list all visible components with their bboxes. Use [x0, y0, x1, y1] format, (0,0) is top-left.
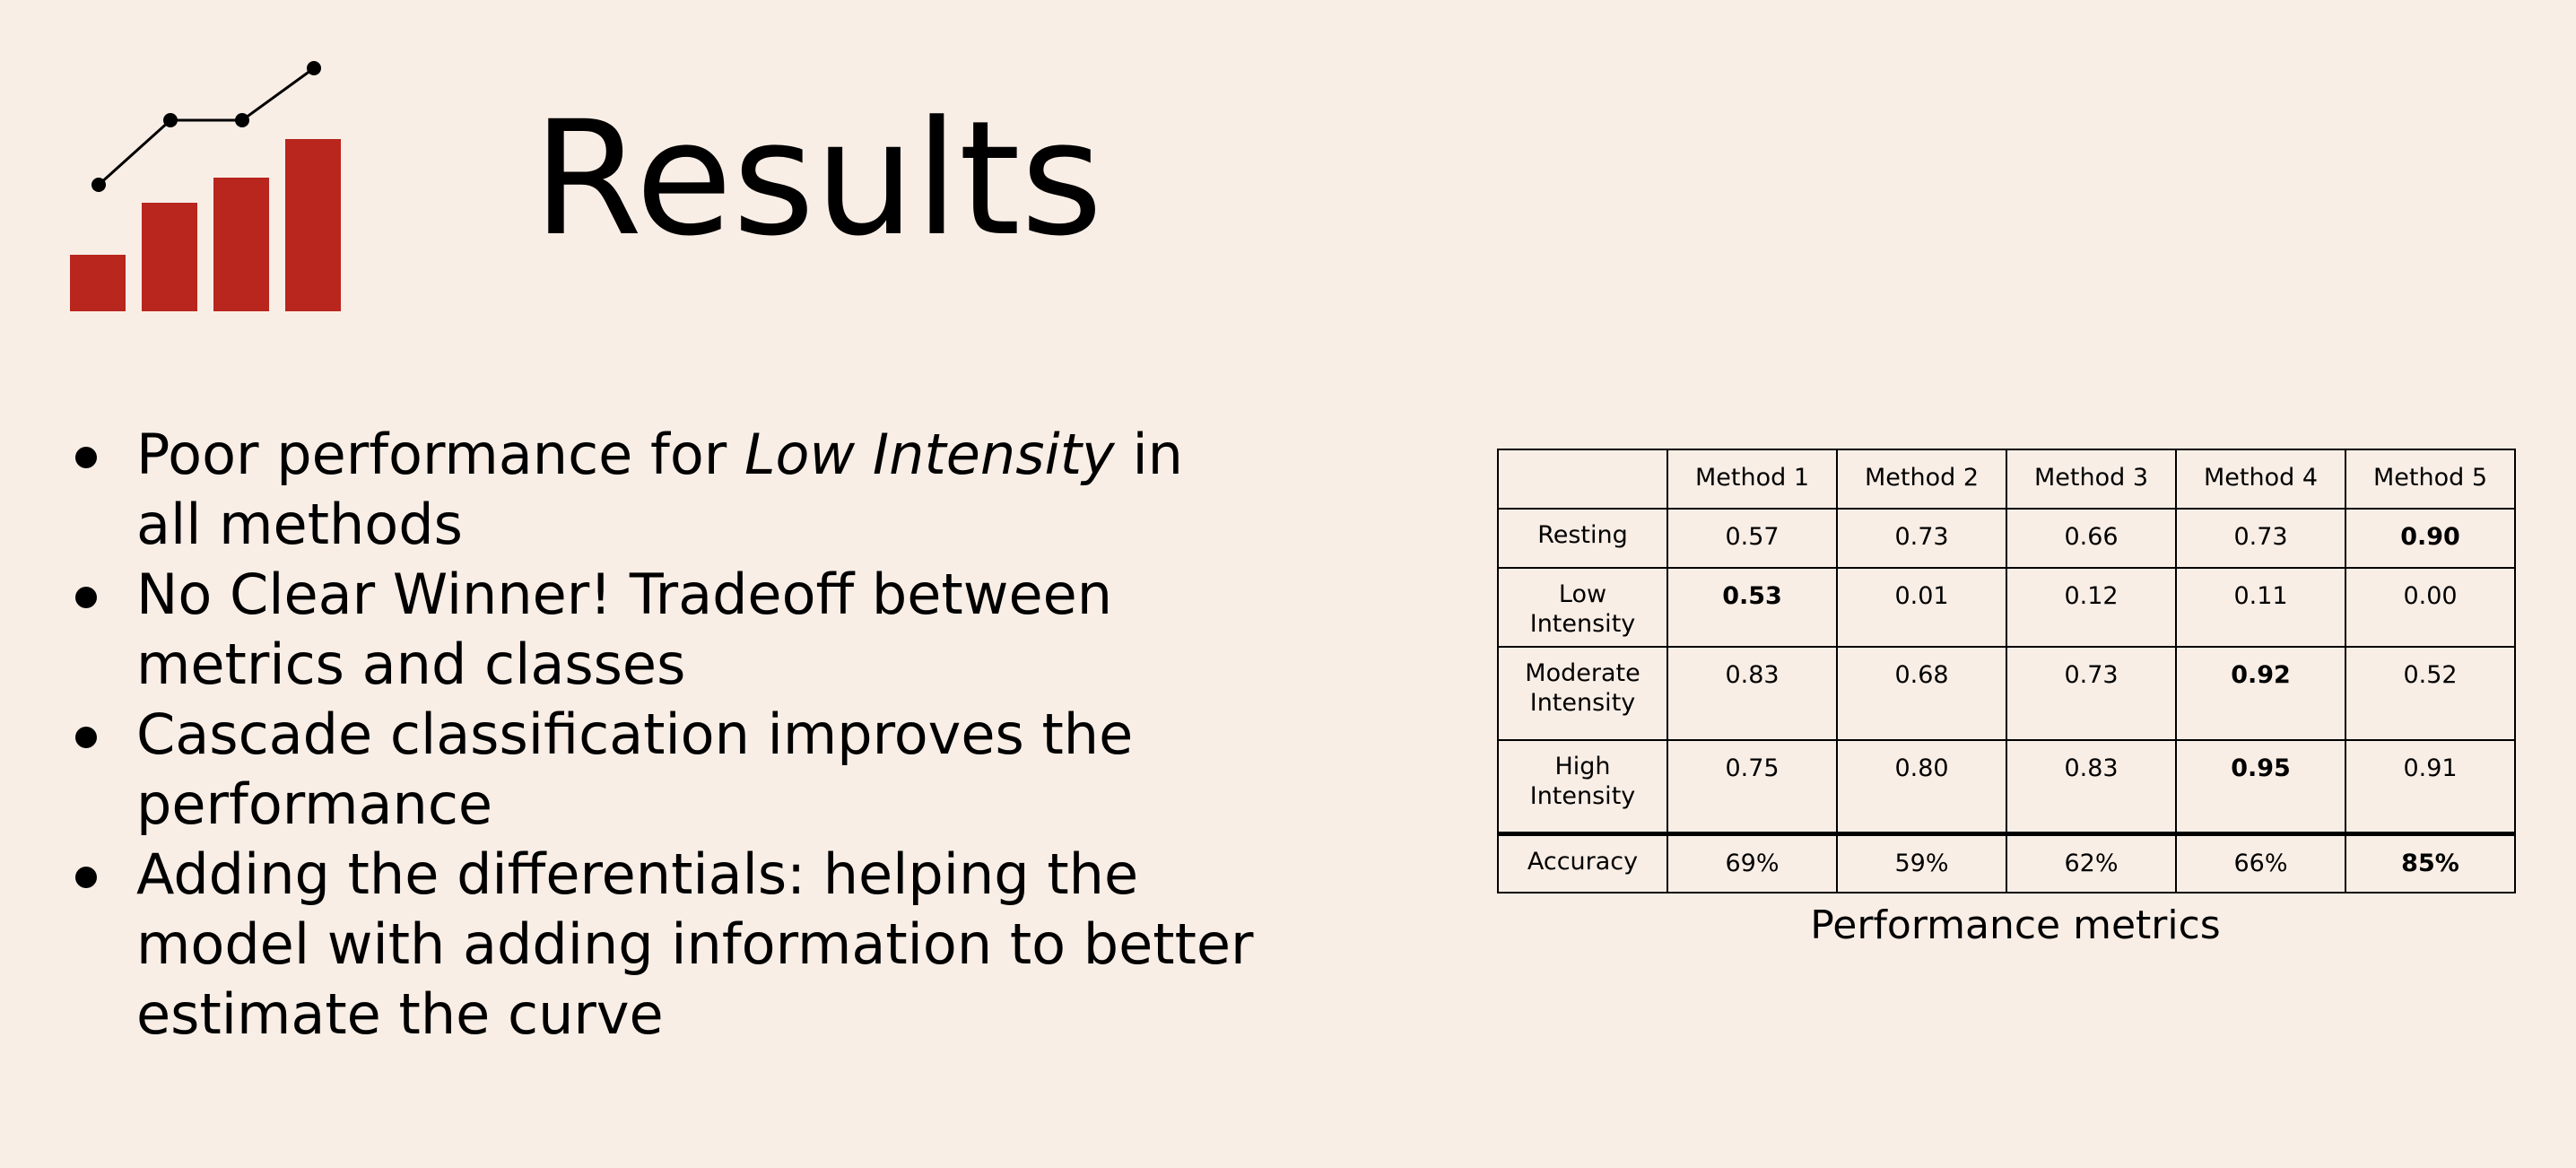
table-cell: 62% [2006, 831, 2177, 893]
table-cell: 0.95 [2175, 739, 2346, 834]
bullet-emphasis: Low Intensity [744, 422, 1115, 487]
bullet-text: Poor performance for [136, 422, 744, 487]
table-cell: 0.73 [1836, 508, 2007, 569]
table-cell: 0.68 [1836, 646, 2007, 741]
row-label: High Intensity [1497, 739, 1668, 834]
table-header-row: Method 1 Method 2 Method 3 Method 4 Meth… [1497, 449, 2516, 510]
table-cell: 0.66 [2006, 508, 2177, 569]
column-header: Method 4 [2175, 449, 2346, 510]
column-header: Method 2 [1836, 449, 2007, 510]
table-corner-cell [1497, 449, 1668, 510]
table-cell: 0.73 [2175, 508, 2346, 569]
bar-chart-trend-icon [70, 61, 341, 311]
table-cell: 0.80 [1836, 739, 2007, 834]
table-cell: 0.01 [1836, 567, 2007, 648]
row-label: Low Intensity [1497, 567, 1668, 648]
table-cell: 0.53 [1667, 567, 1838, 648]
bullet-text: Cascade classification improves the perf… [136, 702, 1134, 837]
table-cell: 0.91 [2345, 739, 2516, 834]
table-cell: 0.73 [2006, 646, 2177, 741]
table-cell: 0.11 [2175, 567, 2346, 648]
row-label: Moderate Intensity [1497, 646, 1668, 741]
bullet-text: Adding the differentials: helping the mo… [136, 841, 1254, 1047]
table-row: Moderate Intensity 0.83 0.68 0.73 0.92 0… [1497, 646, 2516, 741]
table-cell: 0.52 [2345, 646, 2516, 741]
row-label: Resting [1497, 508, 1668, 569]
bullet-text: in all methods [136, 422, 1183, 557]
table-row: High Intensity 0.75 0.80 0.83 0.95 0.91 [1497, 739, 2516, 834]
table-row: Resting 0.57 0.73 0.66 0.73 0.90 [1497, 508, 2516, 569]
bullet-item: Cascade classification improves the perf… [63, 700, 1256, 840]
table-cell: 0.57 [1667, 508, 1838, 569]
table-row: Low Intensity 0.53 0.01 0.12 0.11 0.00 [1497, 567, 2516, 648]
performance-table: Method 1 Method 2 Method 3 Method 4 Meth… [1497, 449, 2516, 893]
row-label: Accuracy [1497, 831, 1668, 893]
table-cell: 66% [2175, 831, 2346, 893]
slide-title: Results [533, 87, 1103, 271]
table-cell: 0.92 [2175, 646, 2346, 741]
column-header: Method 3 [2006, 449, 2177, 510]
table-cell: 0.12 [2006, 567, 2177, 648]
bullet-item: No Clear Winner! Tradeoff between metric… [63, 560, 1256, 700]
table-row-accuracy: Accuracy 69% 59% 62% 66% 85% [1497, 831, 2516, 893]
table-cell: 59% [1836, 831, 2007, 893]
table-cell: 85% [2345, 831, 2516, 893]
table-cell: 0.00 [2345, 567, 2516, 648]
table-cell: 0.90 [2345, 508, 2516, 569]
bullet-item: Poor performance for Low Intensity in al… [63, 420, 1256, 560]
bullet-item: Adding the differentials: helping the mo… [63, 840, 1256, 1050]
table-cell: 0.83 [2006, 739, 2177, 834]
column-header: Method 1 [1667, 449, 1838, 510]
bullet-list: Poor performance for Low Intensity in al… [63, 420, 1256, 1050]
column-header: Method 5 [2345, 449, 2516, 510]
table-cell: 0.83 [1667, 646, 1838, 741]
table-cell: 69% [1667, 831, 1838, 893]
table-caption: Performance metrics [1810, 902, 2221, 948]
bullet-text: No Clear Winner! Tradeoff between metric… [136, 562, 1113, 697]
table-cell: 0.75 [1667, 739, 1838, 834]
